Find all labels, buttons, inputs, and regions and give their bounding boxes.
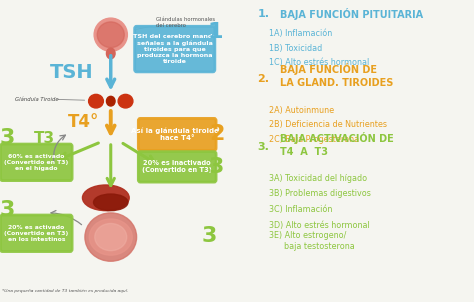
- Text: TSH del cerebro manda
señales a la glándula
tiroides para que
produzca la hormon: TSH del cerebro manda señales a la glánd…: [133, 34, 217, 64]
- FancyBboxPatch shape: [135, 26, 215, 72]
- Text: 60% es activado
(Convertido en T3)
en el hígado: 60% es activado (Convertido en T3) en el…: [4, 153, 68, 171]
- Text: 3C) Inflamación: 3C) Inflamación: [269, 205, 332, 214]
- Text: T4°: T4°: [68, 113, 100, 131]
- Ellipse shape: [89, 94, 103, 108]
- Text: 3: 3: [0, 128, 15, 148]
- Text: Así la glándula tiroides
hace T4°: Así la glándula tiroides hace T4°: [131, 127, 223, 141]
- Text: BAJA FUNCIÓN PITUITARIA: BAJA FUNCIÓN PITUITARIA: [280, 8, 423, 20]
- Text: 1C) Alto estrés hormonal: 1C) Alto estrés hormonal: [269, 58, 369, 67]
- FancyBboxPatch shape: [138, 152, 216, 182]
- Text: 3.: 3.: [257, 142, 269, 153]
- Ellipse shape: [107, 48, 115, 59]
- FancyBboxPatch shape: [0, 144, 72, 181]
- Ellipse shape: [118, 94, 133, 108]
- Text: 3: 3: [201, 226, 217, 246]
- Ellipse shape: [85, 213, 137, 261]
- Text: TSH: TSH: [50, 63, 93, 82]
- Text: 1A) Inflamación: 1A) Inflamación: [269, 29, 332, 38]
- Text: 20% es activado
(Convertido en T3)
en los intestinos: 20% es activado (Convertido en T3) en lo…: [4, 225, 68, 242]
- Ellipse shape: [97, 22, 124, 47]
- Text: Glándula Tiroide: Glándula Tiroide: [15, 97, 59, 101]
- Ellipse shape: [94, 18, 128, 51]
- Text: 1: 1: [208, 22, 223, 42]
- Text: BAJA ACTIVACIÓN DE
T4  A  T3: BAJA ACTIVACIÓN DE T4 A T3: [280, 132, 394, 157]
- Text: 3: 3: [0, 200, 15, 220]
- Ellipse shape: [107, 96, 115, 106]
- Text: T3: T3: [34, 131, 55, 146]
- Text: Glándulas hormonales
del cerebro: Glándulas hormonales del cerebro: [156, 17, 215, 28]
- Text: 3A) Toxicidad del hígado: 3A) Toxicidad del hígado: [269, 174, 367, 183]
- Text: 3B) Problemas digestivos: 3B) Problemas digestivos: [269, 189, 371, 198]
- Text: 2B) Deficiencia de Nutrientes: 2B) Deficiencia de Nutrientes: [269, 120, 387, 129]
- Text: BAJA FUNCIÓN DE
LA GLAND. TIROIDES: BAJA FUNCIÓN DE LA GLAND. TIROIDES: [280, 63, 394, 88]
- FancyBboxPatch shape: [138, 118, 216, 150]
- Text: 3E) Alto estrogeno/
      baja testosterona: 3E) Alto estrogeno/ baja testosterona: [269, 231, 355, 251]
- Text: 1.: 1.: [257, 8, 270, 19]
- Text: 2A) Autoinmune: 2A) Autoinmune: [269, 106, 334, 115]
- Text: 2: 2: [209, 124, 224, 144]
- Ellipse shape: [82, 185, 129, 211]
- Text: 1B) Toxicidad: 1B) Toxicidad: [269, 44, 322, 53]
- Text: 2C) Baja Progesterona: 2C) Baja Progesterona: [269, 135, 359, 144]
- Text: 20% es inactivado
(Convertido en T3): 20% es inactivado (Convertido en T3): [142, 160, 212, 173]
- Text: 3: 3: [209, 157, 224, 177]
- Ellipse shape: [93, 194, 128, 211]
- Ellipse shape: [89, 219, 132, 255]
- Text: *Una pequeña cantidad de T3 también es producida aquí.: *Una pequeña cantidad de T3 también es p…: [2, 289, 129, 294]
- FancyBboxPatch shape: [0, 215, 72, 252]
- Ellipse shape: [95, 223, 127, 251]
- Text: 3D) Alto estrés hormonal: 3D) Alto estrés hormonal: [269, 221, 370, 230]
- Text: 2.: 2.: [257, 74, 270, 84]
